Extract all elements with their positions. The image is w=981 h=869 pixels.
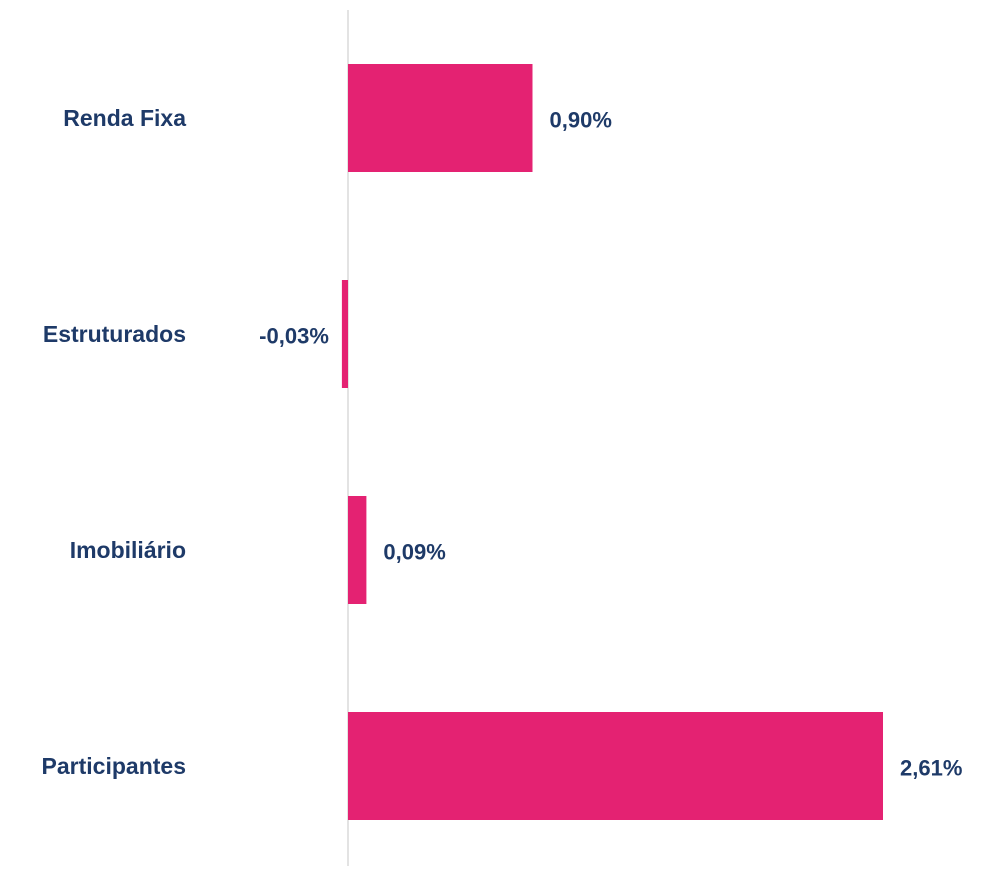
bar bbox=[348, 64, 533, 172]
data-label: 0,09% bbox=[383, 540, 445, 565]
bar bbox=[348, 712, 883, 820]
data-label: 2,61% bbox=[900, 756, 962, 781]
bar bbox=[341, 280, 348, 388]
category-label: Participantes bbox=[42, 753, 186, 779]
bars-layer bbox=[341, 64, 883, 820]
category-label: Imobiliário bbox=[70, 537, 186, 563]
data-label: -0,03% bbox=[259, 324, 329, 349]
labels-layer: Renda Fixa 0,90% Estruturados -0,03% Imobili… bbox=[42, 105, 963, 781]
bar bbox=[348, 496, 367, 604]
category-label: Renda Fixa bbox=[63, 105, 186, 131]
category-label: Estruturados bbox=[43, 321, 186, 347]
data-label: 0,90% bbox=[550, 108, 612, 133]
